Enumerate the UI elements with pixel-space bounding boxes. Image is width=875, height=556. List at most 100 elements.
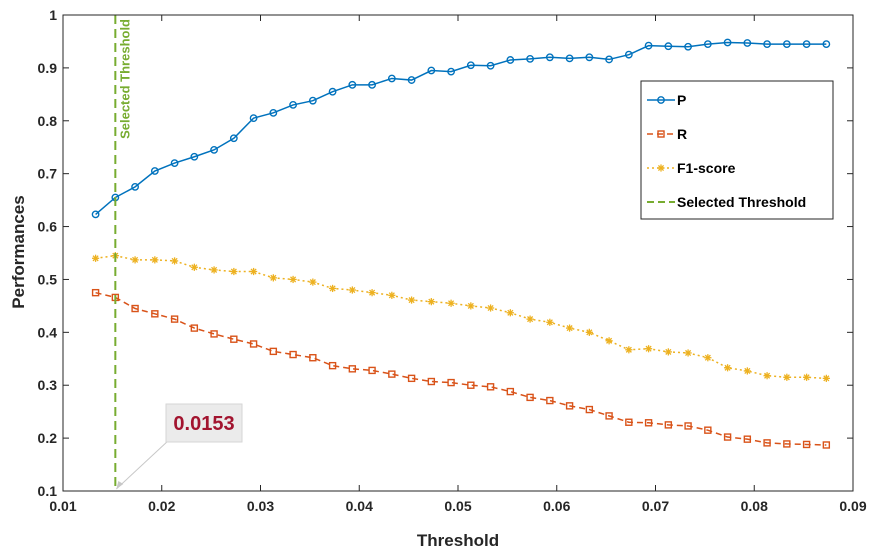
- data-point: [387, 74, 396, 83]
- data-point: [684, 42, 692, 51]
- data-point: [309, 354, 317, 362]
- data-point: [467, 381, 475, 389]
- data-point: [249, 114, 258, 123]
- data-point: [704, 354, 712, 362]
- data-point: [822, 40, 831, 48]
- y-tick-label: 0.5: [38, 271, 58, 287]
- x-tick-label: 0.05: [444, 498, 471, 514]
- data-point: [348, 286, 356, 294]
- x-tick-label: 0.02: [148, 498, 175, 514]
- legend-entry: F1-score: [647, 160, 736, 176]
- data-point: [407, 76, 416, 84]
- legend: P R F1-score Selected Threshold: [640, 80, 834, 220]
- data-point: [151, 310, 159, 318]
- y-tick-label: 0.4: [38, 324, 58, 340]
- legend-marker: [657, 96, 665, 104]
- x-tick-label: 0.09: [839, 498, 866, 514]
- data-point: [664, 348, 672, 356]
- data-point: [467, 302, 475, 310]
- data-point: [427, 298, 435, 306]
- legend-marker: [657, 130, 665, 138]
- y-axis-label: Performances: [9, 195, 28, 308]
- legend-label: Selected Threshold: [677, 194, 806, 210]
- plot-layer: Selected Threshold 0.0153: [91, 15, 831, 491]
- data-point: [190, 324, 199, 332]
- data-point: [328, 87, 337, 96]
- x-tick-label: 0.08: [741, 498, 768, 514]
- data-point: [131, 256, 139, 264]
- data-point: [91, 254, 100, 262]
- data-point: [703, 40, 712, 48]
- data-point: [348, 80, 357, 89]
- data-point: [605, 55, 613, 64]
- data-point: [763, 372, 771, 380]
- y-tick-label: 0.1: [38, 483, 58, 499]
- data-point: [644, 41, 653, 50]
- data-point: [210, 266, 218, 274]
- y-tick-label: 0.9: [38, 60, 58, 76]
- data-point: [704, 426, 712, 434]
- data-point: [447, 67, 455, 76]
- series-r: [91, 288, 831, 449]
- data-point: [407, 296, 416, 304]
- data-point: [230, 335, 238, 343]
- data-point: [822, 441, 831, 449]
- data-point: [585, 53, 594, 62]
- x-tick-label: 0.06: [543, 498, 570, 514]
- data-point: [506, 387, 515, 396]
- data-point: [388, 291, 396, 299]
- legend-box: [640, 80, 834, 220]
- data-point: [585, 405, 594, 414]
- data-point: [289, 275, 297, 284]
- data-point: [506, 309, 514, 317]
- series-p: [91, 38, 831, 219]
- data-point: [328, 361, 337, 370]
- data-point: [684, 422, 692, 430]
- data-point: [229, 134, 238, 143]
- data-point: [249, 340, 258, 348]
- annotation-arrow: [115, 439, 170, 490]
- annotation-text: 0.0153: [173, 413, 234, 435]
- data-point: [269, 108, 278, 117]
- x-axis-label: Threshold: [417, 531, 499, 550]
- legend-label: R: [677, 126, 687, 142]
- legend-marker: [657, 164, 665, 172]
- x-tick-label: 0.03: [247, 498, 274, 514]
- data-point: [269, 347, 278, 356]
- data-point: [546, 318, 554, 326]
- annotation-arrowhead: [116, 481, 124, 489]
- data-point: [486, 304, 495, 312]
- legend-label: P: [677, 92, 686, 108]
- data-point: [644, 419, 653, 427]
- data-point: [664, 421, 673, 429]
- data-point: [723, 38, 732, 47]
- data-point: [605, 337, 613, 345]
- data-point: [822, 374, 830, 382]
- data-point: [388, 370, 396, 378]
- y-tick-label: 0.2: [38, 430, 58, 446]
- data-point: [526, 393, 534, 402]
- data-point: [664, 42, 673, 51]
- data-point: [624, 50, 633, 59]
- legend-entry: R: [647, 126, 687, 142]
- data-point: [565, 402, 574, 410]
- data-point: [427, 66, 436, 75]
- data-point: [131, 304, 139, 313]
- data-point: [368, 366, 376, 375]
- data-point: [190, 263, 198, 271]
- data-point: [151, 256, 159, 264]
- selected-threshold-label: Selected Threshold: [117, 19, 132, 139]
- data-point: [802, 373, 811, 381]
- data-point: [368, 289, 376, 297]
- x-tick-label: 0.01: [49, 498, 76, 514]
- data-point: [743, 367, 751, 375]
- data-point: [625, 418, 633, 426]
- data-point: [782, 40, 791, 48]
- threshold-annotation: 0.0153: [115, 403, 243, 490]
- data-point: [289, 350, 297, 359]
- data-point: [466, 61, 475, 70]
- y-tick-label: 0.6: [38, 219, 58, 235]
- data-point: [190, 152, 199, 161]
- data-point: [348, 365, 357, 373]
